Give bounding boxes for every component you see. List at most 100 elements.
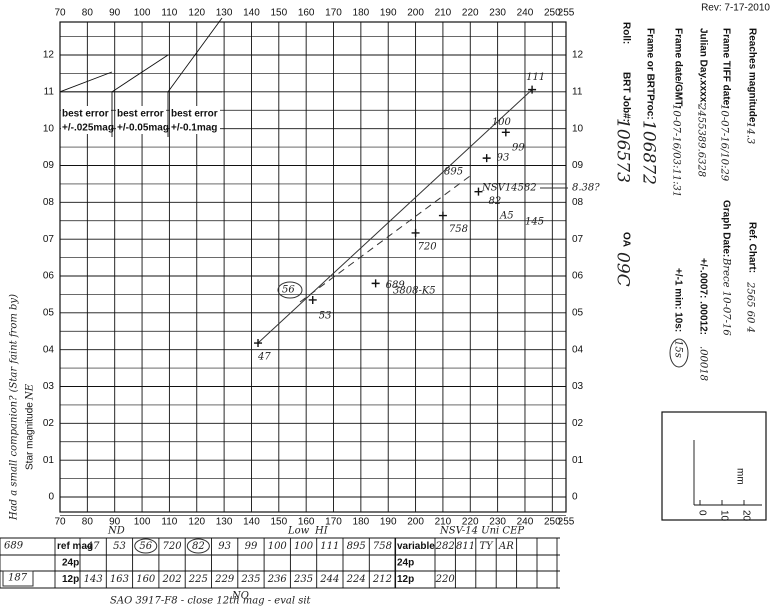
field-label: Reaches magnitude: (746, 28, 757, 126)
cell: AR (498, 541, 514, 552)
x-tick-label: 210 (435, 8, 452, 19)
field-label: Ref. Chart: (746, 222, 757, 273)
guide-line (59, 71, 113, 93)
x-tick-label: 170 (325, 8, 342, 19)
cell: 212 (372, 574, 392, 585)
cell: 111 (320, 541, 339, 552)
x-tick-label: 130 (216, 517, 233, 528)
point-label: 100 (492, 117, 512, 128)
field-label: OA (620, 232, 631, 247)
circle-mark (134, 538, 158, 554)
annotation: A5 (499, 211, 514, 222)
cell: 53 (113, 541, 126, 552)
cell: 895 (347, 541, 366, 552)
x-tick-label: 220 (462, 517, 479, 528)
point-label: 47 (257, 352, 271, 363)
y-tick-label: 0 (572, 492, 578, 503)
circle-mark (277, 281, 303, 299)
cell: 47 (86, 541, 100, 552)
header-note: ND (107, 526, 125, 537)
plot: 7070808090901001001101101201201301301401… (9, 8, 601, 528)
point-label: 111 (526, 72, 545, 83)
x-tick-label: 80 (82, 517, 94, 528)
field-label: Frame date/GMT: (672, 28, 683, 109)
footer-note: NO (231, 591, 249, 602)
error-value: +/-0.05mag (117, 123, 169, 134)
x-tick-label: 160 (298, 8, 315, 19)
cell: 224 (346, 574, 366, 585)
x-tick-label: 120 (188, 8, 205, 19)
cell: 720 (163, 541, 183, 552)
x-tick-label: 240 (517, 8, 534, 19)
x-tick-label: 120 (188, 517, 205, 528)
cell: 82 (192, 541, 205, 552)
error-title: best error (117, 109, 164, 120)
y-tick-label: 07 (43, 234, 55, 245)
y-tick-label: 08 (43, 197, 55, 208)
annotation: 3808-K5 (393, 286, 436, 297)
y-tick-label: 10 (572, 123, 584, 134)
field-value: 106872 (639, 120, 659, 185)
error-label-bg (170, 106, 220, 134)
field-label: Julian Day.xxxx: (697, 28, 708, 106)
field-value: .00018 (698, 346, 709, 381)
field-value: 2455389.6328 (696, 103, 707, 177)
plot-frame (59, 21, 567, 513)
row-label: 12p (397, 574, 414, 585)
cell: TY (479, 541, 494, 552)
x-tick-label: 150 (270, 517, 287, 528)
field-value: 10-07-16/03:11:31 (671, 104, 682, 197)
x-tick-label: 230 (489, 517, 506, 528)
footer: SAO 3917-F8 - close 12th mag - eval sit (110, 596, 312, 607)
x-tick-label: 250 (544, 517, 561, 528)
guide-line (167, 17, 223, 93)
side-note: Had a small companion? (Star faint from … (9, 294, 20, 521)
y-axis-label: Star magnitude (25, 402, 36, 470)
field-label: Roll: (620, 22, 631, 44)
y-tick-label: 04 (572, 344, 584, 355)
cell: 56 (139, 541, 152, 552)
trend-line (257, 89, 533, 344)
field-value: 14.3 (745, 122, 756, 144)
data-point (482, 154, 491, 163)
point-label: 720 (418, 241, 438, 252)
field-label: BRT Job#: (620, 72, 631, 122)
y-tick-label: 12 (572, 50, 584, 61)
x-tick-label: 90 (109, 517, 121, 528)
x-tick-label: 180 (353, 517, 370, 528)
x-tick-label: 190 (380, 8, 397, 19)
field-value: 15s (673, 340, 684, 358)
x-tick-label: 110 (161, 517, 177, 528)
x-tick-label: 150 (270, 8, 287, 19)
x-tick-label: 210 (435, 517, 452, 528)
cell: 235 (293, 574, 313, 585)
cell: 100 (268, 541, 288, 552)
error-title: best error (171, 109, 218, 120)
point-label: 82 (488, 196, 501, 207)
y-tick-label: 03 (43, 381, 55, 392)
scale-label: 10 (718, 510, 729, 522)
cell: 202 (162, 574, 182, 585)
cell: 229 (214, 574, 235, 585)
y-tick-label: 01 (43, 455, 55, 466)
y-axis-note: NE (25, 383, 36, 401)
data-point (308, 295, 317, 304)
y-tick-label: 05 (572, 307, 584, 318)
row-label: 24p (397, 558, 414, 569)
scale-unit: mm (734, 468, 745, 485)
cell: 163 (110, 574, 129, 585)
y-tick-label: 0 (48, 492, 54, 503)
cell: 99 (245, 541, 258, 552)
x-tick-label: 190 (380, 517, 397, 528)
y-tick-label: 06 (43, 271, 55, 282)
table-id: 689 (4, 541, 24, 552)
y-tick-label: 06 (572, 271, 584, 282)
annotation: 8.38? (572, 183, 600, 194)
cell: 220 (435, 574, 456, 585)
x-tick-label: 230 (489, 8, 506, 19)
form-fields: Roll: BRT Job#:106573 OA 09C Frame or BRTPro… (613, 22, 767, 522)
error-label-bg (116, 106, 166, 134)
cell: 160 (136, 574, 156, 585)
